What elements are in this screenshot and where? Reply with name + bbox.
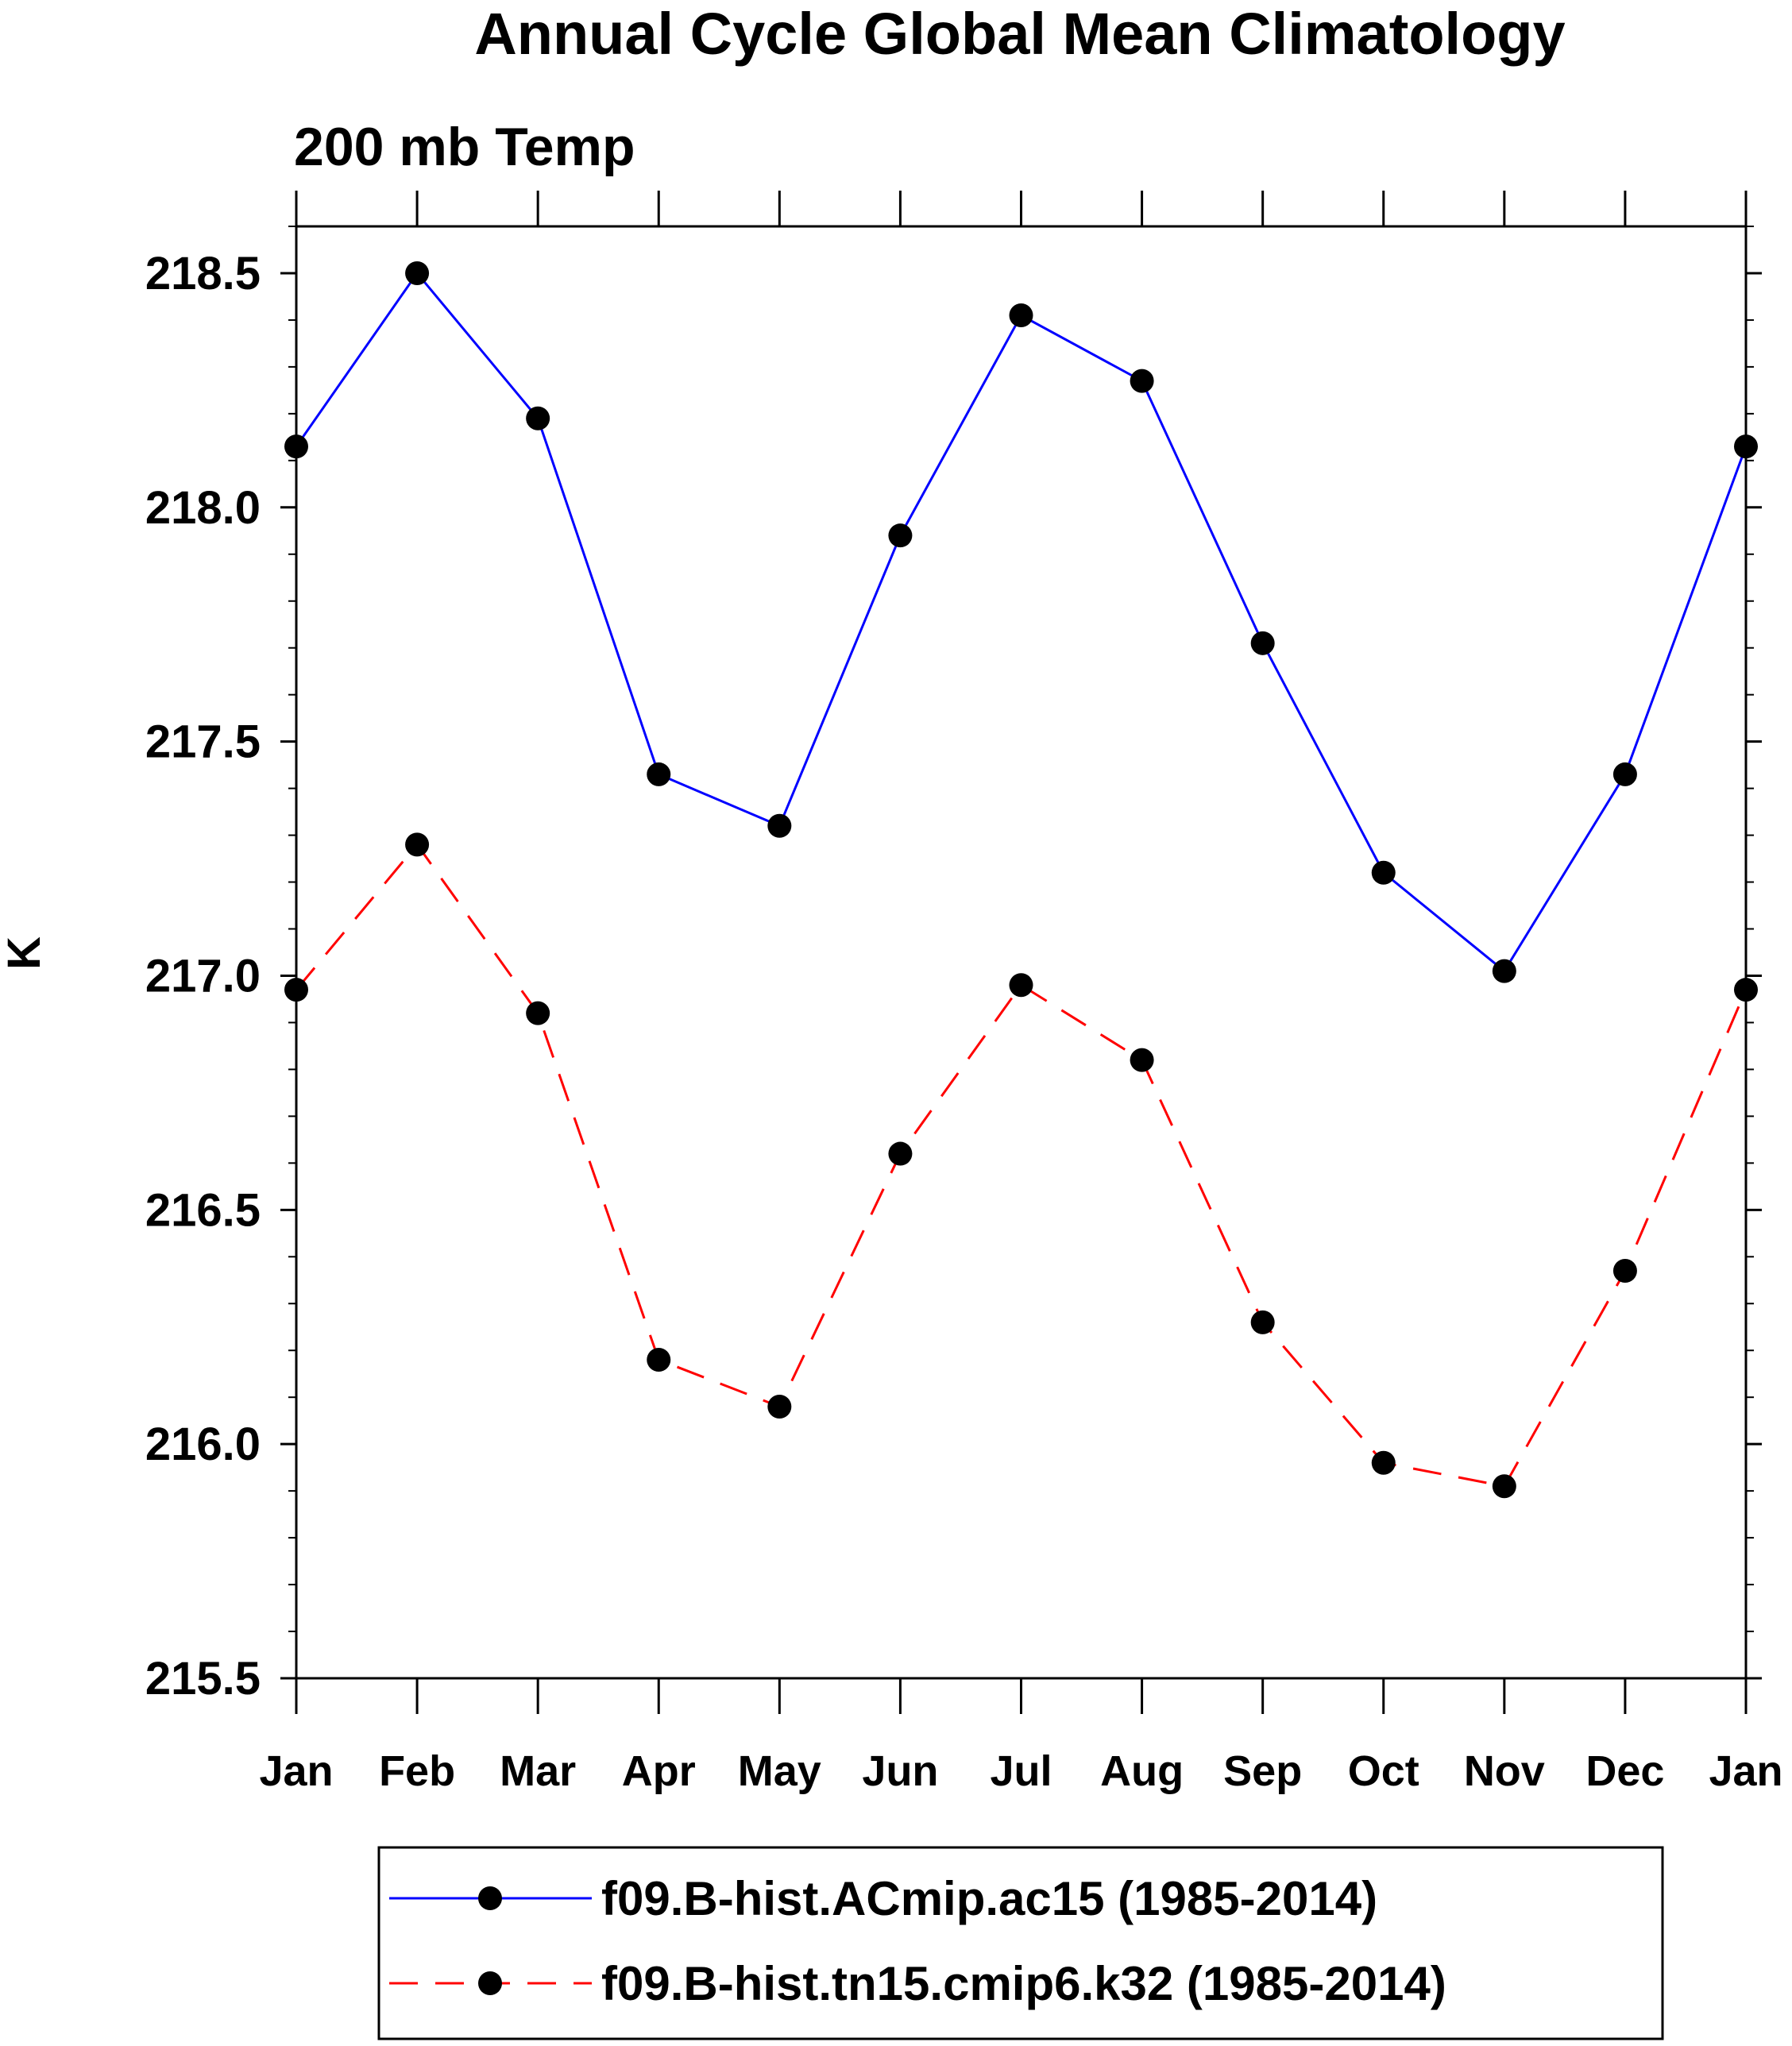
data-point-series-1 (1492, 959, 1516, 983)
data-point-series-1 (1734, 434, 1758, 459)
data-point-series-2 (647, 1348, 671, 1372)
data-point-series-1 (1250, 631, 1275, 655)
series-line-2 (295, 842, 1748, 1488)
data-point-series-1 (284, 434, 308, 459)
legend-label-series-2: f09.B-hist.tn15.cmip6.k32 (1985-2014) (601, 1957, 1446, 2010)
data-point-series-1 (767, 813, 792, 838)
chart-title: Annual Cycle Global Mean Climatology (474, 1, 1565, 67)
data-point-series-1 (1371, 860, 1396, 885)
data-point-series-2 (888, 1141, 913, 1166)
legend-marker-series-2 (478, 1971, 502, 1995)
x-tick-label: Aug (1100, 1747, 1184, 1795)
data-point-series-2 (1492, 1474, 1516, 1499)
data-point-series-2 (526, 1001, 550, 1025)
x-tick-label: Nov (1464, 1747, 1545, 1795)
y-tick-label: 216.5 (145, 1184, 261, 1236)
x-tick-label: Oct (1348, 1747, 1419, 1795)
data-point-series-2 (284, 978, 308, 1002)
x-tick-label: Sep (1223, 1747, 1302, 1795)
x-tick-label: Mar (500, 1747, 576, 1795)
data-point-series-1 (647, 762, 671, 786)
data-point-series-1 (1009, 303, 1033, 328)
data-point-series-1 (526, 406, 550, 430)
data-point-series-1 (888, 523, 913, 548)
x-tick-label: Jan (259, 1747, 333, 1795)
legend-marker-series-1 (478, 1886, 502, 1910)
y-tick-label: 215.5 (145, 1653, 261, 1704)
legend-label-series-1: f09.B-hist.ACmip.ac15 (1985-2014) (601, 1872, 1377, 1925)
y-axis-label: K (0, 936, 50, 970)
data-point-series-2 (405, 832, 430, 857)
y-tick-label: 217.5 (145, 716, 261, 768)
x-tick-label: Dec (1585, 1747, 1664, 1795)
y-tick-label: 218.5 (145, 248, 261, 299)
plot-frame (295, 225, 1748, 1680)
x-tick-label: Jul (990, 1747, 1052, 1795)
x-tick-label: May (738, 1747, 821, 1795)
legend: f09.B-hist.ACmip.ac15 (1985-2014) f09.B-… (377, 1846, 1664, 2040)
data-point-series-2 (1734, 978, 1758, 1002)
x-tick-label: Feb (379, 1747, 455, 1795)
data-point-series-1 (405, 261, 430, 285)
chart-subtitle: 200 mb Temp (294, 117, 635, 177)
data-point-series-1 (1130, 369, 1154, 393)
y-tick-label: 216.0 (145, 1419, 261, 1470)
legend-box (377, 1846, 1664, 2040)
x-tick-label: Apr (622, 1747, 696, 1795)
data-point-series-2 (1009, 973, 1033, 998)
series-line-1 (295, 271, 1748, 973)
data-point-series-2 (1371, 1450, 1396, 1475)
y-tick-label: 217.0 (145, 950, 261, 1002)
data-point-series-2 (767, 1394, 792, 1419)
y-tick-label: 218.0 (145, 482, 261, 534)
x-tick-label: Jun (862, 1747, 938, 1795)
data-point-series-2 (1130, 1048, 1154, 1072)
x-tick-label: Jan (1709, 1747, 1782, 1795)
data-point-series-2 (1250, 1310, 1275, 1334)
data-point-series-2 (1612, 1258, 1637, 1283)
data-point-series-1 (1612, 762, 1637, 786)
